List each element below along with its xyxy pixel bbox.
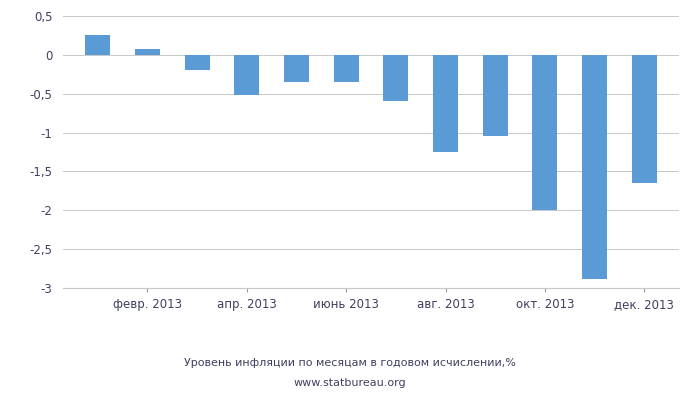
- Bar: [284, 55, 309, 82]
- Text: www.statbureau.org: www.statbureau.org: [294, 378, 406, 388]
- Bar: [334, 55, 358, 82]
- Bar: [185, 55, 209, 70]
- Bar: [582, 55, 607, 279]
- Text: Уровень инфляции по месяцам в годовом исчислении,%: Уровень инфляции по месяцам в годовом ис…: [184, 358, 516, 368]
- Bar: [433, 55, 458, 152]
- Bar: [483, 55, 507, 136]
- Bar: [135, 50, 160, 55]
- Bar: [234, 55, 259, 95]
- Bar: [632, 55, 657, 183]
- Bar: [85, 36, 110, 55]
- Bar: [533, 55, 557, 210]
- Bar: [384, 55, 408, 102]
